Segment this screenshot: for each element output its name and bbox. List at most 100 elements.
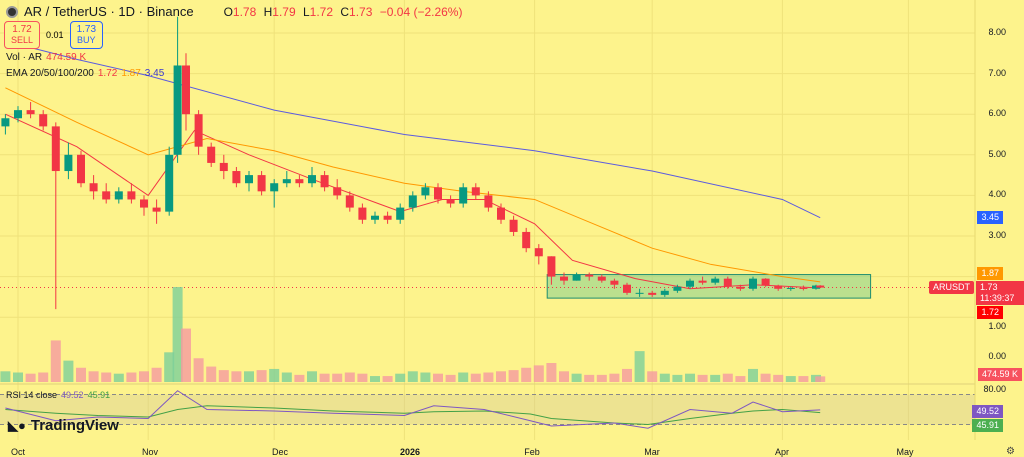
volume-bar — [546, 363, 557, 382]
volume-bar — [269, 368, 280, 382]
volume-bar — [634, 351, 645, 382]
volume-bar — [735, 376, 746, 382]
volume-bar — [785, 376, 796, 382]
time-tick: Feb — [524, 447, 540, 457]
ema20-tag: 1.72 — [977, 306, 1003, 319]
candle-body — [572, 274, 581, 281]
candle-body — [114, 191, 123, 200]
candle-body — [660, 290, 669, 295]
candle-body — [749, 278, 757, 289]
candle-body — [723, 278, 732, 287]
volume-bar — [508, 370, 519, 382]
candle-body — [194, 114, 203, 147]
symbol-tag: ARUSDT — [928, 281, 974, 294]
rsi-tag: 49.52 — [972, 405, 1003, 418]
candle-body — [812, 285, 820, 289]
trade-panel: 1.72 SELL 0.01 1.73 BUY — [4, 21, 104, 49]
volume-bar — [685, 373, 695, 382]
candle-body — [560, 276, 568, 281]
ema200-tag: 3.45 — [977, 211, 1003, 224]
candle-body — [471, 187, 480, 196]
time-tick: Apr — [774, 447, 790, 457]
volume-bar — [533, 365, 544, 382]
volume-bar — [760, 373, 771, 382]
candle-body — [459, 187, 468, 204]
candle-body — [648, 292, 657, 295]
volume-bar — [0, 371, 11, 382]
symbol-header: AR / TetherUS · 1D · Binance O1.78 H1.79… — [6, 4, 462, 19]
candle-body — [547, 256, 556, 277]
volume-bar — [382, 376, 393, 382]
candle-body — [333, 187, 342, 196]
tradingview-logo[interactable]: ◣● TradingView — [8, 417, 119, 434]
price-tick: 3.00 — [988, 230, 1006, 240]
volume-bar — [151, 367, 162, 382]
candle-body — [64, 154, 73, 172]
rsi-ma-line — [5, 405, 821, 426]
volume-tick: 0.00 — [988, 351, 1006, 361]
volume-bar — [332, 373, 343, 382]
volume-bar — [445, 374, 456, 382]
candle-body — [396, 207, 405, 220]
price-tick: 6.00 — [988, 108, 1006, 118]
volume-bar — [294, 374, 305, 382]
volume-bar — [722, 373, 733, 382]
candle-body — [623, 284, 631, 293]
time-tick: 2026 — [399, 447, 421, 457]
volume-bar — [181, 328, 191, 382]
time-tick: Nov — [141, 447, 159, 457]
symbol-title[interactable]: AR / TetherUS · 1D · Binance — [24, 4, 194, 19]
volume-bar — [319, 373, 330, 382]
volume-bar — [609, 373, 620, 382]
sell-button[interactable]: 1.72 SELL — [4, 21, 41, 49]
candle-body — [182, 65, 190, 115]
candle-body — [408, 195, 417, 208]
ema50-tag: 1.87 — [977, 267, 1003, 280]
candle-body — [207, 146, 216, 163]
ema-legend[interactable]: EMA 20/50/100/200 1.72 1.87 3.45 — [6, 68, 165, 79]
ema-line — [5, 87, 821, 283]
ohlc-values: O1.78 H1.79 L1.72 C1.73 −0.04 (−2.26%) — [223, 4, 463, 19]
volume-bar — [206, 366, 217, 382]
volume-bar — [126, 372, 137, 382]
candle-body — [799, 287, 808, 289]
volume-bar — [483, 372, 494, 382]
volume-bar — [113, 373, 124, 382]
candle-body — [534, 248, 543, 257]
volume-bar — [193, 358, 204, 382]
volume-bar — [101, 372, 112, 382]
candle-body — [585, 274, 594, 277]
rsi-band — [0, 394, 975, 425]
rsi-line — [5, 390, 821, 429]
volume-bar — [25, 373, 36, 382]
volume-legend[interactable]: Vol · AR 474.59 K — [6, 52, 87, 63]
candle-body — [345, 195, 354, 208]
volume-bar — [659, 373, 670, 382]
volume-bar — [622, 368, 632, 382]
ema-line — [5, 40, 821, 219]
volume-tag: 474.59 K — [977, 368, 1022, 381]
time-tick: Dec — [271, 447, 289, 457]
candle-body — [1, 118, 10, 127]
candle-body — [232, 171, 241, 184]
candle-body — [421, 187, 430, 196]
volume-bar — [407, 371, 418, 382]
rsi-legend[interactable]: RSI 14 close 49.52 45.91 — [6, 390, 111, 400]
volume-bar — [13, 372, 23, 382]
candle-body — [39, 114, 48, 127]
candle-body — [257, 175, 266, 192]
candle-body — [358, 207, 367, 220]
volume-bar — [307, 371, 317, 382]
candle-body — [173, 65, 182, 155]
time-tick: Oct — [10, 447, 26, 457]
candle-body — [51, 126, 60, 172]
volume-bar — [63, 360, 74, 382]
buy-button[interactable]: 1.73 BUY — [69, 21, 104, 49]
settings-gear-icon[interactable]: ⚙ — [1006, 446, 1015, 457]
price-tick: 5.00 — [988, 149, 1006, 159]
candle-body — [635, 292, 644, 294]
rsi-tick: 80.00 — [983, 384, 1006, 394]
candle-body — [127, 191, 136, 200]
volume-bar — [281, 372, 292, 382]
